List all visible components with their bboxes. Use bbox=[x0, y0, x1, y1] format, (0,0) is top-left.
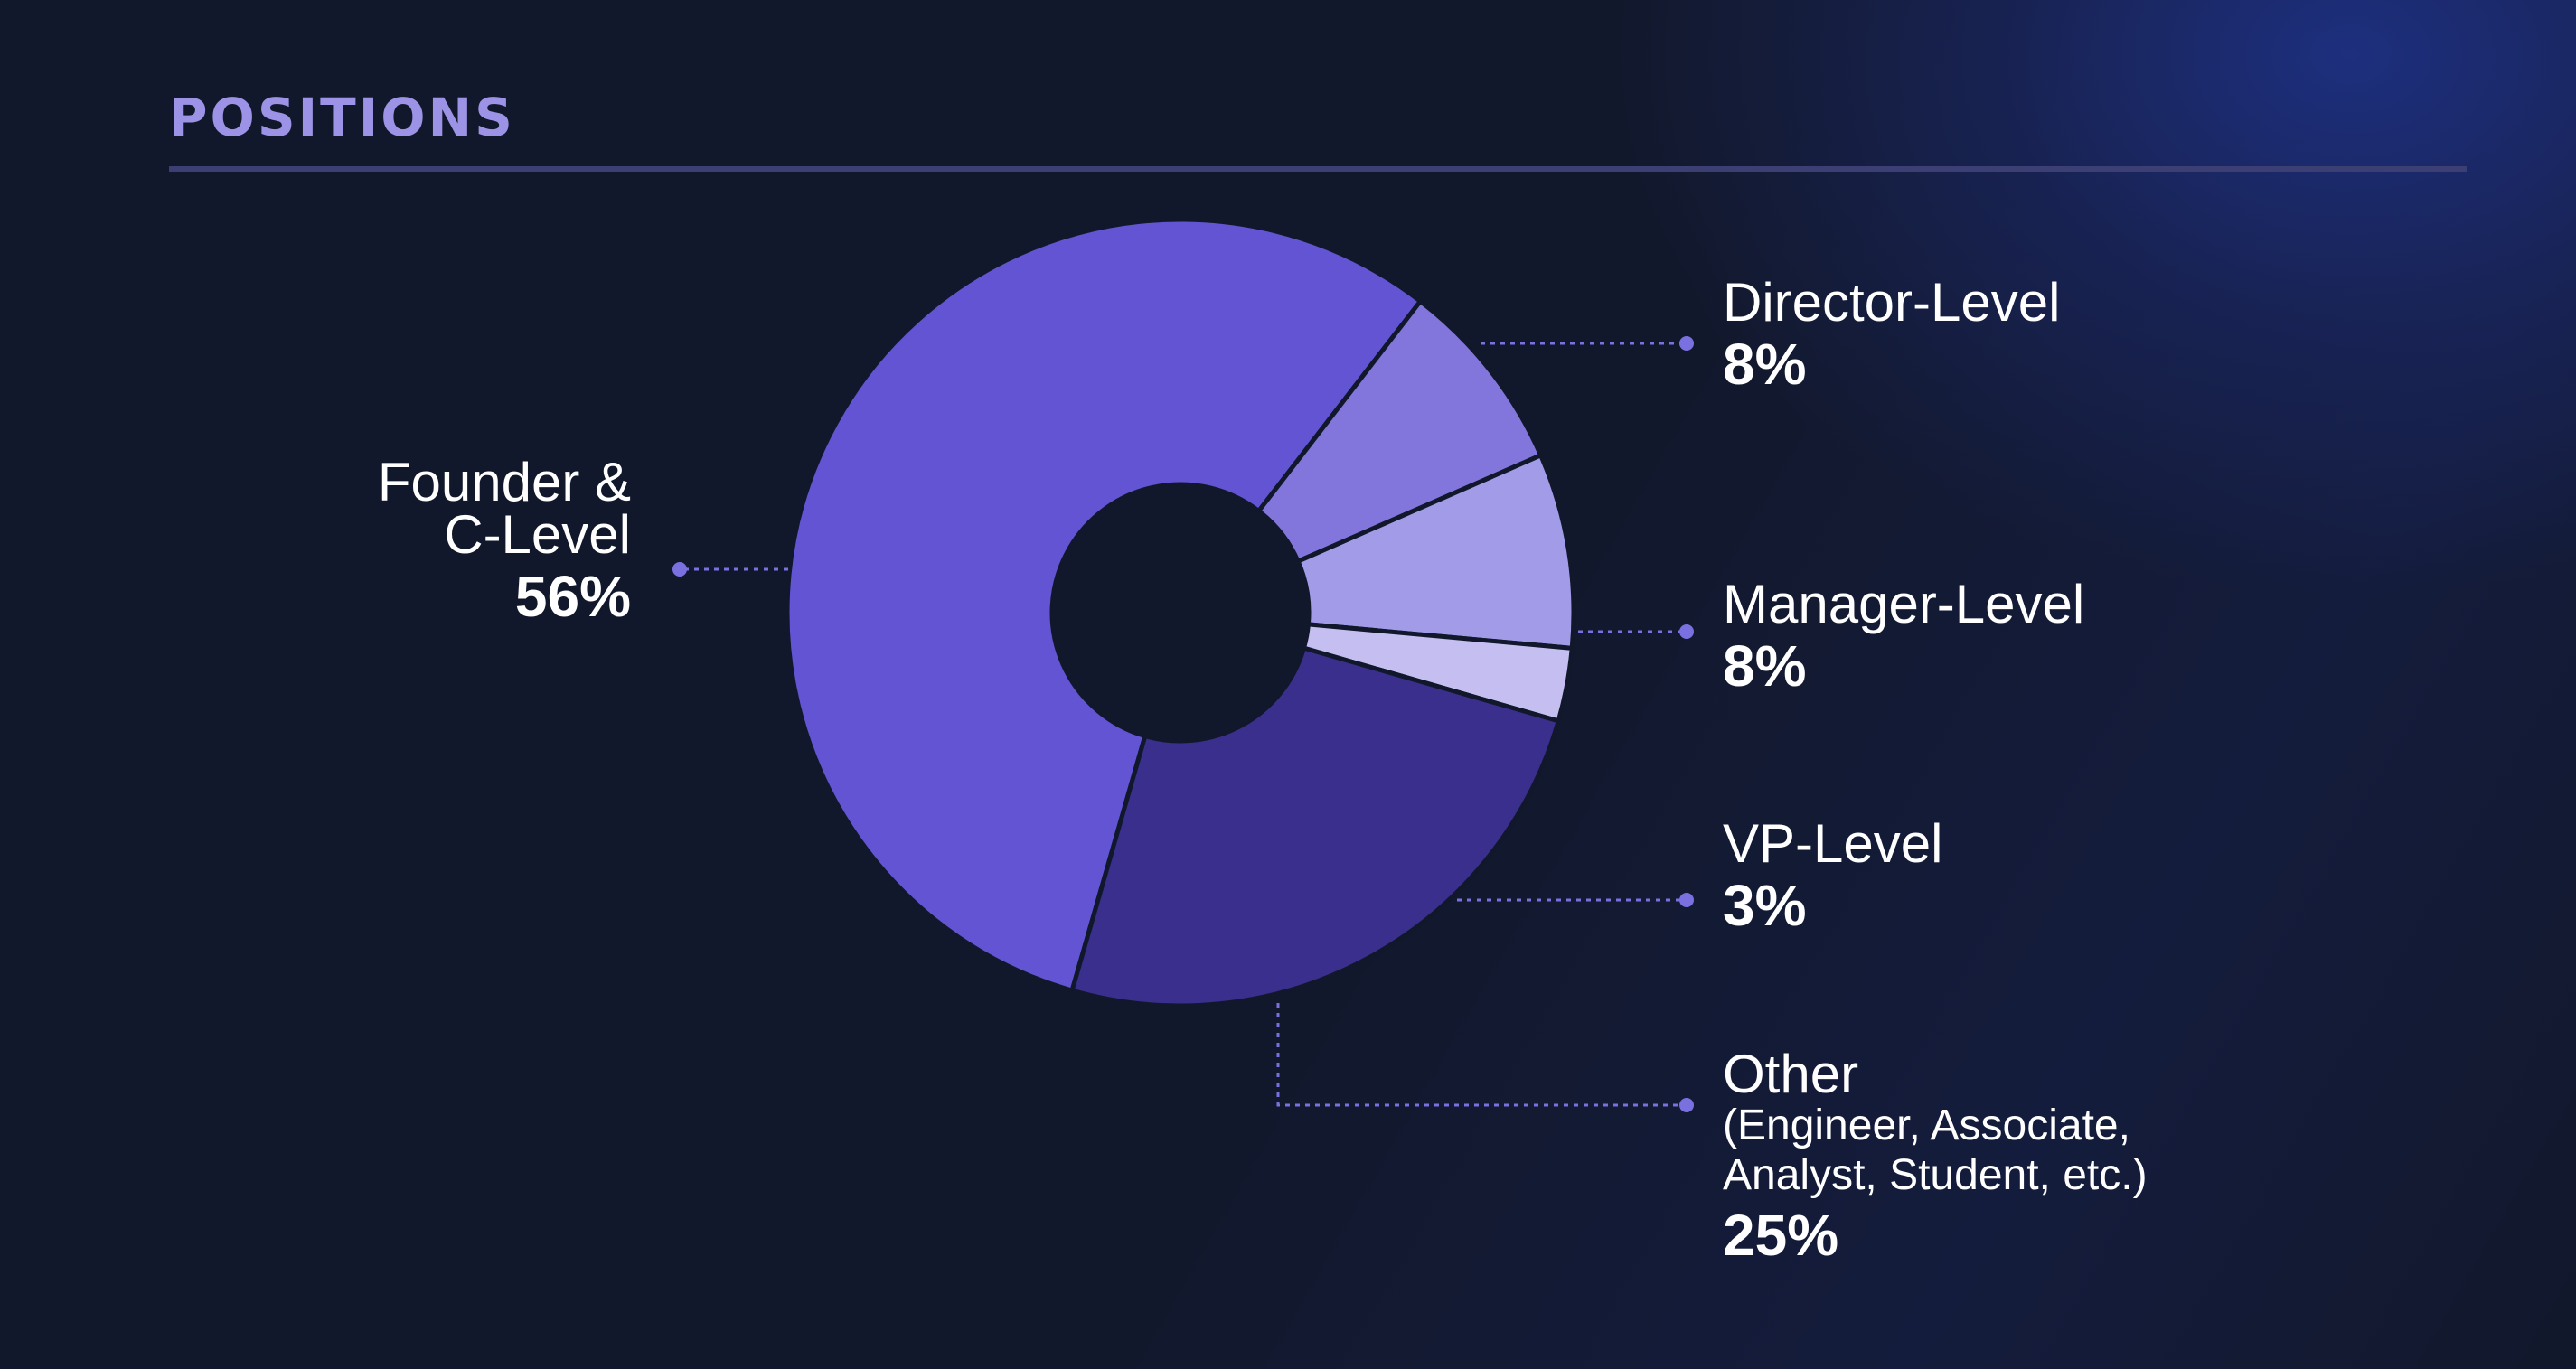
label-other-value: 25% bbox=[1723, 1203, 1839, 1268]
label-director: Director-Level 8% bbox=[1723, 272, 2061, 399]
label-other: Other (Engineer, Associate, Analyst, Stu… bbox=[1723, 1044, 2148, 1271]
label-founder-value: 56% bbox=[514, 564, 631, 629]
label-founder-line1: Founder & bbox=[377, 452, 631, 512]
label-manager: Manager-Level 8% bbox=[1723, 574, 2085, 701]
label-vp-name: VP-Level bbox=[1723, 813, 1943, 874]
leader-dot-manager bbox=[1679, 624, 1694, 639]
leader-dot-founder bbox=[672, 562, 687, 577]
label-founder-line2: C-Level bbox=[444, 504, 631, 565]
page-title: POSITIONS bbox=[169, 87, 515, 148]
label-other-name: Other bbox=[1723, 1044, 1859, 1104]
label-vp-value: 3% bbox=[1723, 873, 1807, 938]
leader-dot-other bbox=[1679, 1098, 1694, 1112]
leader-dot-director bbox=[1679, 336, 1694, 351]
label-vp: VP-Level 3% bbox=[1723, 813, 1943, 941]
label-director-name: Director-Level bbox=[1723, 272, 2061, 333]
label-founder: Founder & C-Level 56% bbox=[377, 452, 631, 632]
label-other-sub1: (Engineer, Associate, bbox=[1723, 1102, 2130, 1149]
label-other-sub2: Analyst, Student, etc.) bbox=[1723, 1151, 2148, 1199]
label-director-value: 8% bbox=[1723, 332, 1807, 397]
leader-line-other bbox=[1276, 1003, 1687, 1107]
leader-dot-vp bbox=[1679, 893, 1694, 907]
title-underline bbox=[169, 166, 2467, 172]
label-manager-name: Manager-Level bbox=[1723, 574, 2085, 634]
label-manager-value: 8% bbox=[1723, 633, 1807, 699]
donut-hole bbox=[1052, 484, 1309, 741]
